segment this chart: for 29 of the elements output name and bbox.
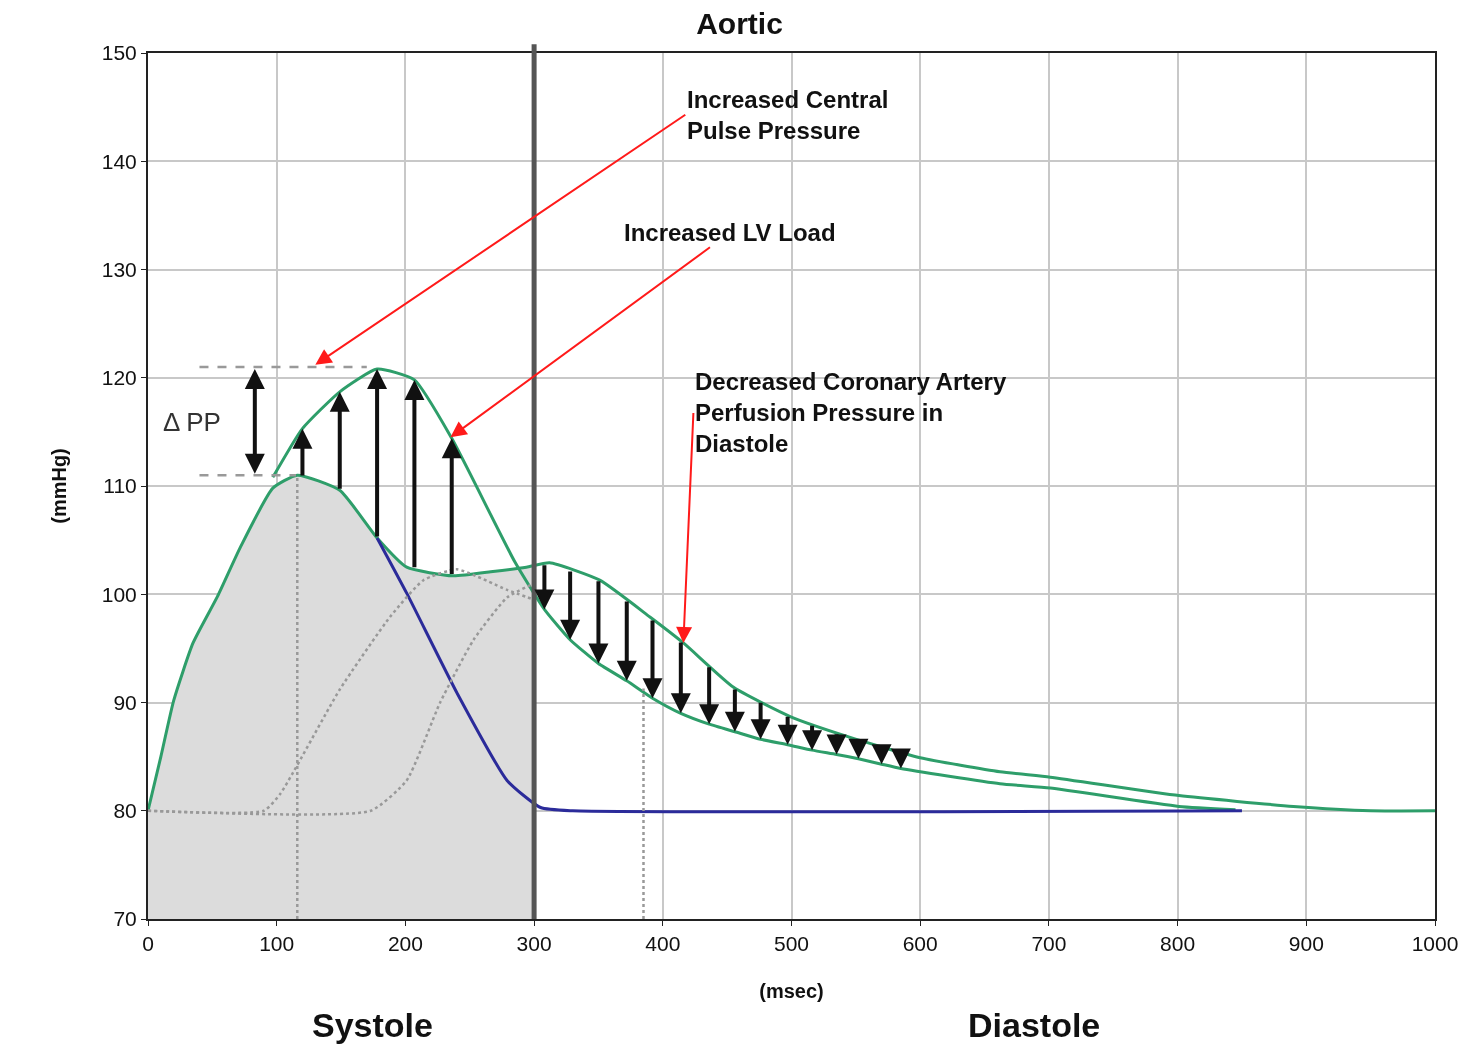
y-tick-label: 70 — [113, 907, 137, 931]
x-tick-label: 1000 — [1411, 932, 1459, 956]
x-tick-label: 300 — [516, 932, 552, 956]
y-tick-label: 150 — [101, 41, 137, 65]
y-tick-label: 130 — [101, 257, 137, 281]
text: Diastole — [968, 1006, 1101, 1044]
y-tick-label: 120 — [101, 366, 137, 390]
annotation: Δ PP — [163, 407, 221, 437]
x-tick-label: 200 — [387, 932, 423, 956]
y-tick-label: 80 — [113, 799, 137, 823]
annotation: Increased Central Pulse Pressure — [687, 86, 889, 145]
y-tick-label: 110 — [103, 474, 137, 498]
x-tick-label: 600 — [902, 932, 938, 956]
x-tick-label: 700 — [1031, 932, 1067, 956]
x-tick-label: 400 — [645, 932, 681, 956]
y-tick-label: 140 — [101, 149, 137, 173]
chart-title: Aortic — [696, 6, 783, 40]
x-axis-title: (msec) — [759, 980, 824, 1003]
x-tick-label: 900 — [1288, 932, 1324, 956]
x-tick-label: 100 — [259, 932, 295, 956]
annotation: Increased LV Load — [624, 219, 836, 246]
y-axis-title: (mmHg) — [47, 448, 70, 524]
x-tick-label: 500 — [773, 932, 810, 956]
y-tick-label: 90 — [113, 690, 137, 714]
x-tick-label: 0 — [142, 932, 154, 956]
text: Systole — [312, 1006, 433, 1044]
annotation: Decreased Coronary Artery Perfusion Pressure in Diastole — [695, 368, 1007, 458]
y-tick-label: 100 — [101, 582, 137, 606]
x-tick-label: 800 — [1160, 932, 1196, 956]
